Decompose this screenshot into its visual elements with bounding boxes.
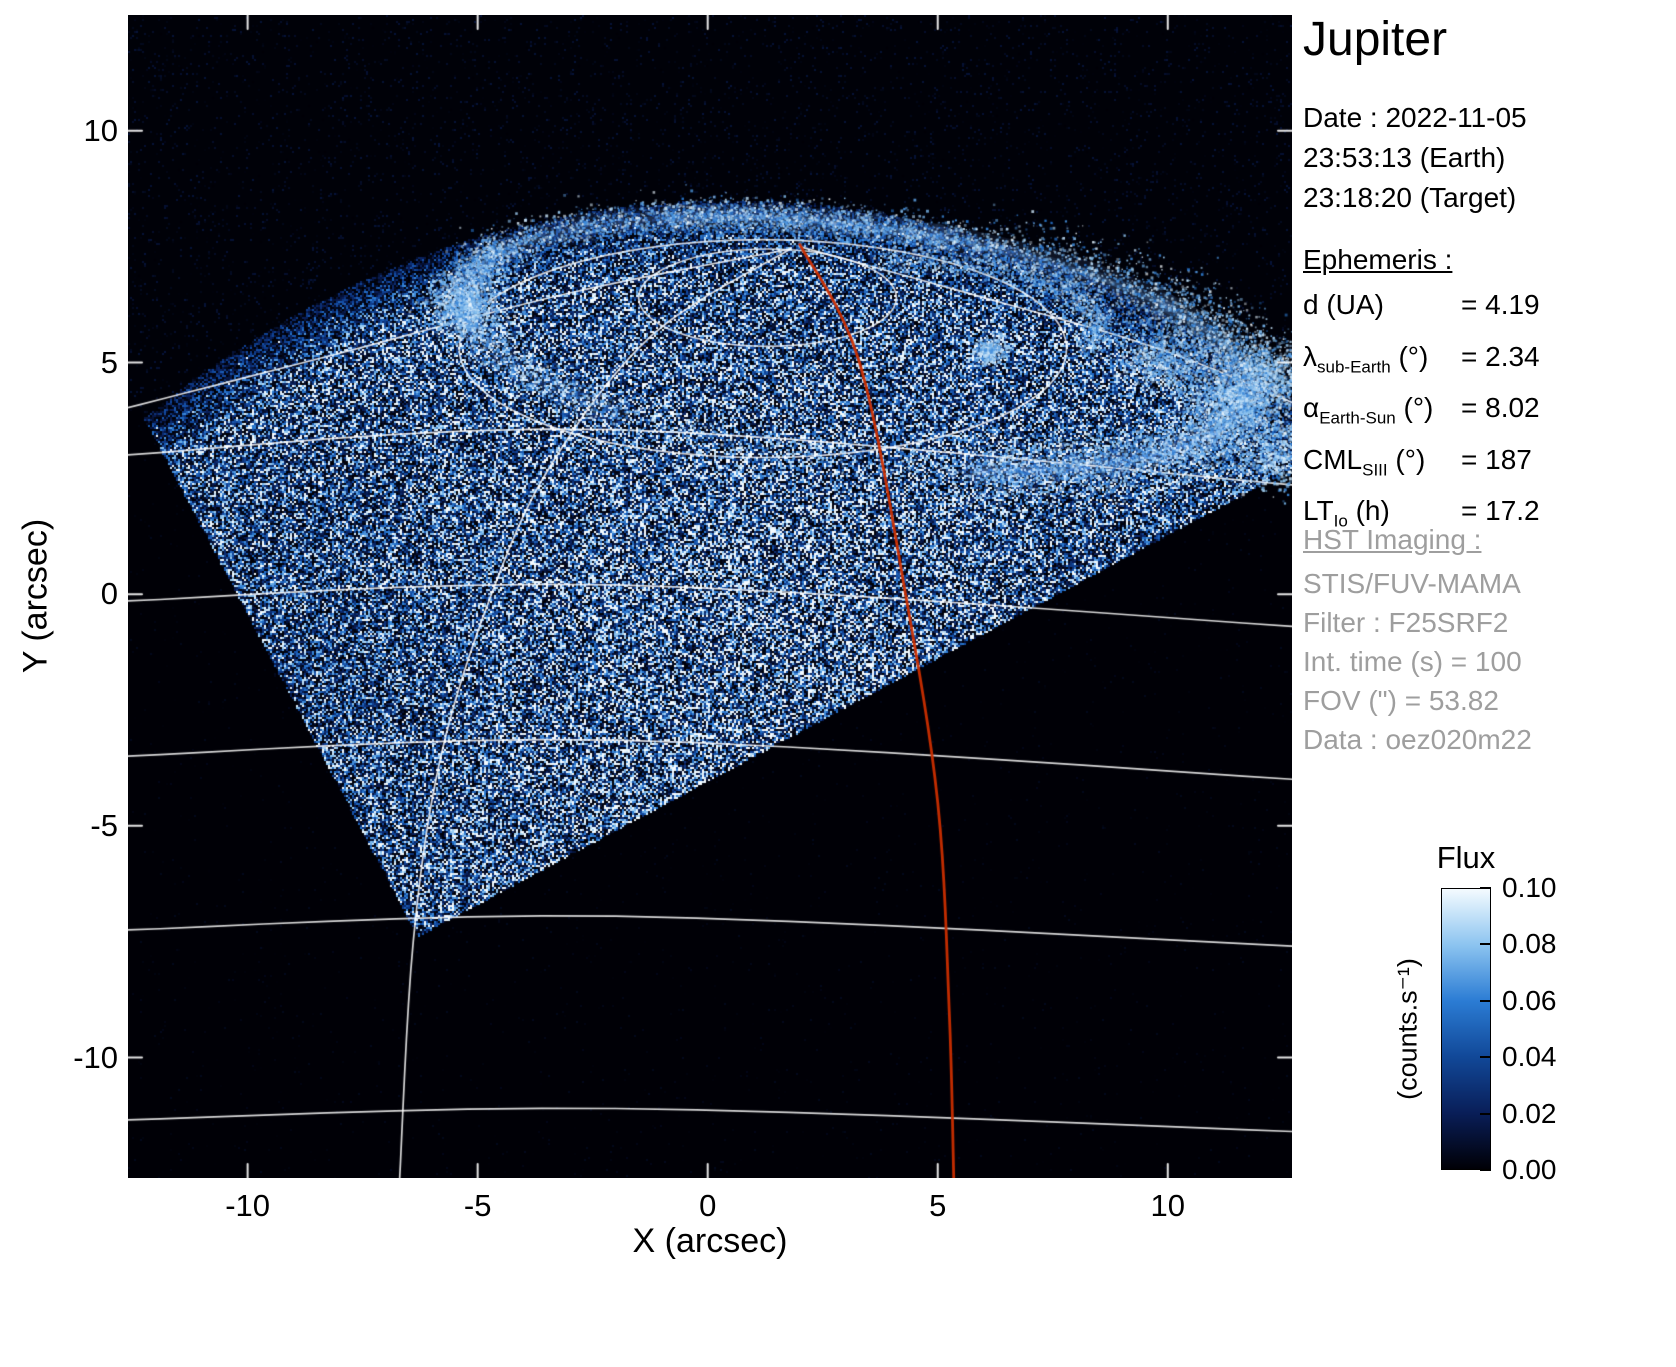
target-name: Jupiter (1303, 12, 1447, 67)
ephemeris-row-phase-angle: αEarth-Sun (°) = 8.02 (1303, 387, 1540, 439)
hst-data-id-line: Data : oez020m22 (1303, 720, 1532, 759)
hst-fov-line: FOV (") = 53.82 (1303, 681, 1532, 720)
y-axis-label: Y (arcsec) (17, 519, 56, 673)
ephemeris-row-cml: CMLSIII (°) = 187 (1303, 439, 1540, 491)
colorbar-tick-mark (1480, 1113, 1491, 1115)
hst-integration-time-line: Int. time (s) = 100 (1303, 642, 1532, 681)
y-tick-label: 0 (101, 576, 118, 612)
x-axis-label: X (arcsec) (128, 1222, 1292, 1261)
aurora-image-panel (128, 15, 1292, 1178)
colorbar-tick-mark (1480, 1169, 1491, 1171)
hst-imaging-heading: HST Imaging : (1303, 520, 1532, 560)
ephemeris-row-distance: d (UA) = 4.19 (1303, 284, 1540, 336)
time-target-line: 23:18:20 (Target) (1303, 178, 1527, 218)
colorbar-tick-mark (1480, 943, 1491, 945)
observation-datetime: Date : 2022-11-05 23:53:13 (Earth) 23:18… (1303, 98, 1527, 218)
y-tick-label: 10 (84, 113, 118, 149)
date-line: Date : 2022-11-05 (1303, 98, 1527, 138)
colorbar-title: Flux (1406, 840, 1526, 876)
colorbar-gradient (1441, 888, 1491, 1170)
aurora-image-canvas (128, 15, 1292, 1178)
ephemeris-heading: Ephemeris : (1303, 240, 1540, 280)
hst-jupiter-aurora-figure: X (arcsec) Y (arcsec) -10 -5 0 5 10 -10 -5 0 5 10… (0, 0, 1676, 1367)
x-tick-label: -10 (225, 1188, 270, 1224)
x-tick-label: 0 (699, 1188, 716, 1224)
colorbar-unit-label: (counts.s⁻¹) (1393, 958, 1424, 1100)
colorbar-tick-label: 0.04 (1502, 1041, 1557, 1073)
colorbar-tick-label: 0.06 (1502, 985, 1557, 1017)
colorbar-tick-mark (1480, 887, 1491, 889)
y-tick-label: -5 (90, 808, 118, 844)
colorbar-tick-mark (1480, 1056, 1491, 1058)
hst-filter-line: Filter : F25SRF2 (1303, 603, 1532, 642)
hst-instrument-line: STIS/FUV-MAMA (1303, 564, 1532, 603)
ephemeris-row-sub-earth-latitude: λsub-Earth (°) = 2.34 (1303, 336, 1540, 388)
hst-imaging-section: HST Imaging : STIS/FUV-MAMA Filter : F25… (1303, 520, 1532, 759)
x-tick-label: 5 (929, 1188, 946, 1224)
colorbar-tick-label: 0.08 (1502, 928, 1557, 960)
y-tick-label: -10 (73, 1040, 118, 1076)
colorbar-tick-label: 0.00 (1502, 1154, 1557, 1186)
time-earth-line: 23:53:13 (Earth) (1303, 138, 1527, 178)
colorbar-tick-label: 0.02 (1502, 1098, 1557, 1130)
y-tick-label: 5 (101, 345, 118, 381)
x-tick-label: 10 (1151, 1188, 1185, 1224)
colorbar-tick-label: 0.10 (1502, 872, 1557, 904)
colorbar-tick-mark (1480, 1000, 1491, 1002)
x-tick-label: -5 (464, 1188, 492, 1224)
ephemeris-section: Ephemeris : d (UA) = 4.19 λsub-Earth (°) =… (1303, 240, 1540, 542)
